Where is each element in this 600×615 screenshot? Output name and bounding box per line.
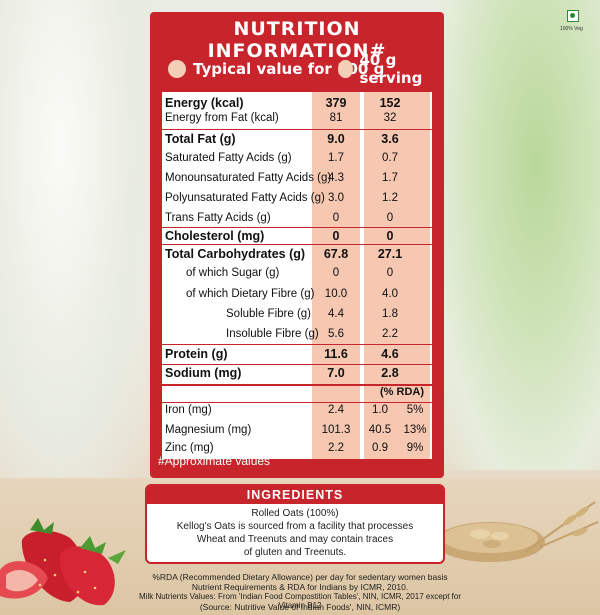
row-divider (162, 227, 432, 228)
row-value-serving: 0 (386, 229, 394, 243)
veg-symbol-icon (567, 10, 579, 22)
row-value-serving: 1.8 (382, 308, 398, 320)
row-value-serving: 0 (386, 267, 394, 279)
row-value-serving: 0.9 (372, 442, 388, 454)
strawberries-image (0, 518, 126, 606)
row-value-serving: 3.6 (381, 132, 399, 146)
row-label: of which Dietary Fibre (g) (186, 288, 315, 300)
row-label: Monounsaturated Fatty Acids (g) (165, 172, 332, 184)
row-value-100g: 2.2 (328, 442, 344, 454)
background-left (0, 0, 150, 480)
row-value-100g: 379 (325, 96, 347, 110)
row-label: Saturated Fatty Acids (g) (165, 152, 292, 164)
background-right-foliage (440, 0, 600, 470)
ingredients-line: Wheat and Treenuts and may contain trace… (196, 534, 394, 545)
row-divider (162, 344, 432, 345)
row-value-serving: 0.7 (382, 152, 398, 164)
column-header-100g-label: Typical value for 100 g (193, 60, 385, 78)
row-divider (162, 364, 432, 365)
row-value-100g: 67.8 (323, 247, 349, 261)
veg-label: 100% Veg (560, 26, 583, 32)
row-label: Magnesium (mg) (165, 424, 252, 436)
row-label: Energy from Fat (kcal) (165, 112, 279, 124)
rda-header: (% RDA) (380, 386, 424, 398)
row-value-100g: 10.0 (324, 288, 348, 300)
ingredients-line: of gluten and Treenuts. (243, 547, 347, 558)
row-label: Trans Fatty Acids (g) (165, 212, 271, 224)
row-value-100g: 11.6 (324, 347, 348, 361)
row-label: Cholesterol (mg) (165, 229, 265, 243)
row-label: Sodium (mg) (165, 366, 242, 380)
row-value-serving: 2.2 (382, 328, 398, 340)
row-value-100g: 2.4 (328, 404, 344, 416)
row-label: Protein (g) (165, 347, 228, 361)
column-shade-serving (364, 92, 430, 459)
circle-icon (338, 60, 353, 78)
row-divider (162, 384, 432, 386)
row-value-100g: 101.3 (321, 424, 351, 436)
row-label: of which Sugar (g) (186, 267, 280, 279)
ingredients-title: INGREDIENTS (147, 486, 443, 504)
row-value-rda: 9% (406, 442, 424, 454)
row-value-100g: 0 (332, 229, 340, 243)
row-divider (162, 129, 432, 130)
nutrition-table: Energy (kcal) 379 152 Energy from Fat (k… (162, 92, 432, 459)
row-label: Total Fat (g) (165, 132, 236, 146)
row-value-rda: 5% (406, 404, 424, 416)
row-value-100g: 4.3 (328, 172, 344, 184)
row-value-serving: 1.0 (372, 404, 388, 416)
column-header-serving-label: 40 g serving (359, 51, 423, 87)
row-value-100g: 1.7 (328, 152, 344, 164)
column-header-serving: 40 g serving (338, 51, 444, 87)
panel-title: NUTRITION INFORMATION# (207, 18, 387, 62)
nutrition-panel: NUTRITION INFORMATION# Typical value for… (150, 12, 444, 478)
row-value-serving: 4.6 (381, 347, 399, 361)
row-label: Soluble Fibre (g) (226, 308, 312, 320)
row-label: Total Carbohydrates (g) (165, 247, 306, 261)
row-label: Insoluble Fibre (g) (226, 328, 319, 340)
row-value-100g: 3.0 (328, 192, 344, 204)
footnote-line: (Source: Nutritive Value of Indian Foods… (199, 602, 401, 612)
column-shade-100g (312, 92, 360, 459)
row-label: Polyunsaturated Fatty Acids (g) (165, 192, 325, 204)
row-value-100g: 0 (332, 267, 340, 279)
footnote-line: Milk Nutrients Values: From 'Indian Food… (139, 592, 461, 610)
row-value-serving: 32 (383, 112, 397, 124)
ingredients-line: Kellog's Oats is sourced from a facility… (176, 521, 414, 532)
approximate-values-note: #Approximate values (158, 454, 271, 468)
row-value-rda: 13% (403, 424, 427, 436)
ingredients-line: Rolled Oats (100%) (251, 508, 339, 519)
row-value-serving: 1.2 (382, 192, 398, 204)
row-divider (162, 402, 432, 403)
column-header-100g: Typical value for 100 g (168, 56, 384, 82)
row-value-100g: 81 (329, 112, 343, 124)
oats-image (435, 501, 599, 562)
row-value-serving: 0 (386, 212, 394, 224)
row-value-serving: 2.8 (381, 366, 399, 380)
row-label: Energy (kcal) (165, 96, 244, 110)
ingredients-box: INGREDIENTS Rolled Oats (100%) Kellog's … (145, 484, 445, 564)
row-divider (162, 244, 432, 245)
row-value-100g: 0 (332, 212, 340, 224)
row-value-100g: 9.0 (327, 132, 345, 146)
row-value-serving: 4.0 (382, 288, 398, 300)
circle-icon (168, 60, 186, 78)
row-value-serving: 152 (379, 96, 401, 110)
row-label: Iron (mg) (165, 404, 212, 416)
row-value-serving: 40.5 (368, 424, 392, 436)
row-value-100g: 5.6 (328, 328, 344, 340)
footnote-line: %RDA (Recommended Dietary Allowance) per… (152, 572, 448, 582)
row-value-serving: 27.1 (377, 247, 403, 261)
row-value-100g: 7.0 (327, 366, 345, 380)
row-value-100g: 4.4 (328, 308, 344, 320)
footnote-line: Nutrient Requirements & RDA for Indians … (191, 582, 409, 592)
row-label: Zinc (mg) (165, 442, 214, 454)
row-value-serving: 1.7 (382, 172, 398, 184)
